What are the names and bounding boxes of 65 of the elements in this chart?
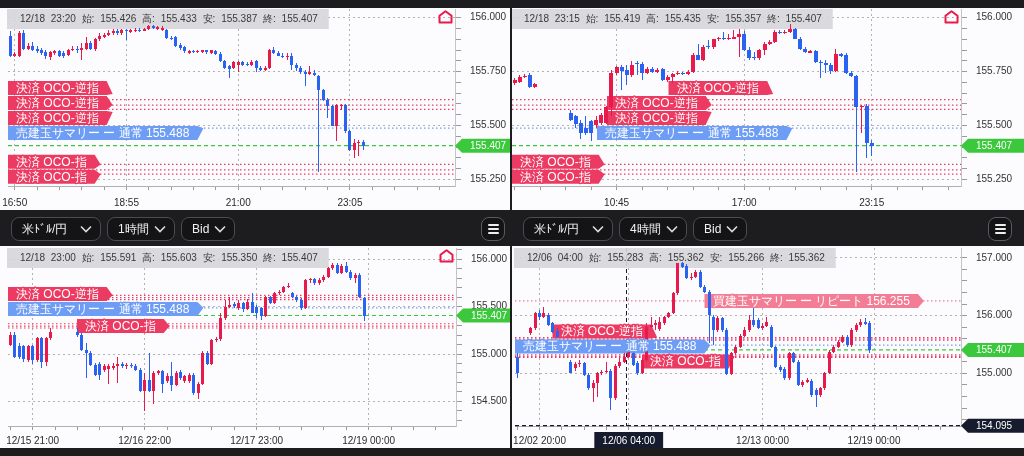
- y-tick-label: 154.500: [471, 395, 508, 407]
- y-tick-label: 155.500: [470, 119, 507, 131]
- ref-line-label: 決済 OCO-逆指: [16, 80, 99, 95]
- x-tick-label: 10:45: [604, 196, 630, 208]
- chart-title: 米ﾄﾞﾙ/円: [534, 220, 580, 238]
- x-tick-label: 12/13 00:00: [736, 434, 790, 446]
- y-tick-label: 155.500: [471, 300, 508, 312]
- dropdown: 米ﾄﾞﾙ/円: [11, 217, 101, 241]
- y-tick-label: 155.000: [471, 347, 508, 359]
- y-tick-label: 155.250: [470, 173, 507, 185]
- ref-line-label: 売建玉サマリー ー 通常 155.488: [16, 125, 190, 140]
- ref-line-label: 売建玉サマリー ー 通常 155.488: [605, 125, 779, 140]
- ref-line-label: 155.407: [470, 139, 507, 151]
- ref-line-label: 決済 OCO-指: [85, 318, 156, 333]
- dropdown: Bid: [693, 217, 748, 241]
- ref-line-label: 決済 OCO-指: [16, 169, 87, 184]
- chart-title: 米ﾄﾞﾙ/円: [22, 220, 68, 238]
- y-tick-label: 155.000: [976, 367, 1013, 379]
- ref-line-label: 決済 OCO-指: [16, 154, 87, 169]
- y-tick-label: 155.500: [976, 119, 1013, 131]
- ref-line-label: 決済 OCO-指: [650, 354, 721, 369]
- ref-line-label: 155.407: [976, 139, 1013, 151]
- ref-line-label: 決済 OCO-逆指: [16, 95, 99, 110]
- x-tick-label: 17:00: [731, 196, 758, 208]
- ref-line-label: 決済 OCO-指: [520, 154, 591, 169]
- text: 12/06 04:00 始: 155.283 高: 155.362 安: 155.266 終: 155.362: [527, 252, 826, 264]
- x-tick-label: 12/19 00:00: [342, 434, 396, 446]
- y-tick-label: 155.250: [976, 173, 1013, 185]
- chart-subtitle: 12/18 23:15 始: 155.419 高: 155.435 安: 155.357 終: 155.407: [524, 13, 823, 25]
- dropdown: Bid: [181, 217, 236, 241]
- y-tick-label: 156.000: [470, 11, 507, 23]
- ref-line-label: 155.407: [471, 309, 508, 321]
- x-tick-label: 12/02 20:00: [513, 434, 567, 446]
- y-tick-label: 156.000: [471, 253, 508, 265]
- ref-line-label: 155.407: [976, 344, 1013, 356]
- chart-subtitle: 12/18 23:20 始: 155.426 高: 155.433 安: 155.387 終: 155.407: [20, 13, 319, 25]
- dropdown: 米ﾄﾞﾙ/円: [523, 217, 613, 241]
- x-tick-label: 12/19 00:00: [847, 434, 901, 446]
- y-tick-label: 157.000: [976, 251, 1013, 263]
- ref-line-label: 決済 OCO-逆指: [676, 80, 760, 95]
- ref-line-label: 決済 OCO-逆指: [16, 110, 99, 125]
- y-tick-label: 155.750: [976, 65, 1013, 77]
- y-tick-label: 156.000: [976, 11, 1013, 23]
- x-tick-label: 18:55: [113, 196, 140, 208]
- ref-line-label: 決済 OCO-逆指: [615, 110, 698, 125]
- x-tick-label: 12/06 04:00: [602, 434, 656, 446]
- y-tick-label: 155.750: [470, 65, 507, 77]
- chart-subtitle: 12/18 23:00 始: 155.591 高: 155.603 安: 155.350 終: 155.407: [20, 252, 319, 264]
- ref-line-label: 買建玉サマリー ー リピート 156.255: [712, 293, 911, 308]
- ref-line-label: 決済 OCO-指: [520, 169, 591, 184]
- ref-line-label: 154.095: [976, 419, 1013, 431]
- x-tick-label: 12/16 22:00: [118, 434, 172, 446]
- x-tick-label: 12/15 21:00: [6, 434, 60, 446]
- x-tick-label: 23:15: [859, 196, 885, 208]
- ref-line-label: 決済 OCO-逆指: [560, 324, 644, 339]
- ref-line-label: 売建玉サマリー ー 通常 155.488: [16, 301, 190, 316]
- y-tick-label: 156.000: [976, 309, 1013, 321]
- x-tick-label: 21:00: [225, 196, 252, 208]
- x-tick-label: 12/17 23:00: [230, 434, 284, 446]
- ref-line-label: 決済 OCO-逆指: [16, 286, 99, 301]
- dropdown: 4時間: [619, 217, 687, 241]
- dropdown: 1時間: [107, 217, 175, 241]
- x-tick-label: 16:50: [2, 196, 28, 208]
- ref-line-label: 決済 OCO-逆指: [615, 95, 698, 110]
- x-tick-label: 23:05: [337, 196, 363, 208]
